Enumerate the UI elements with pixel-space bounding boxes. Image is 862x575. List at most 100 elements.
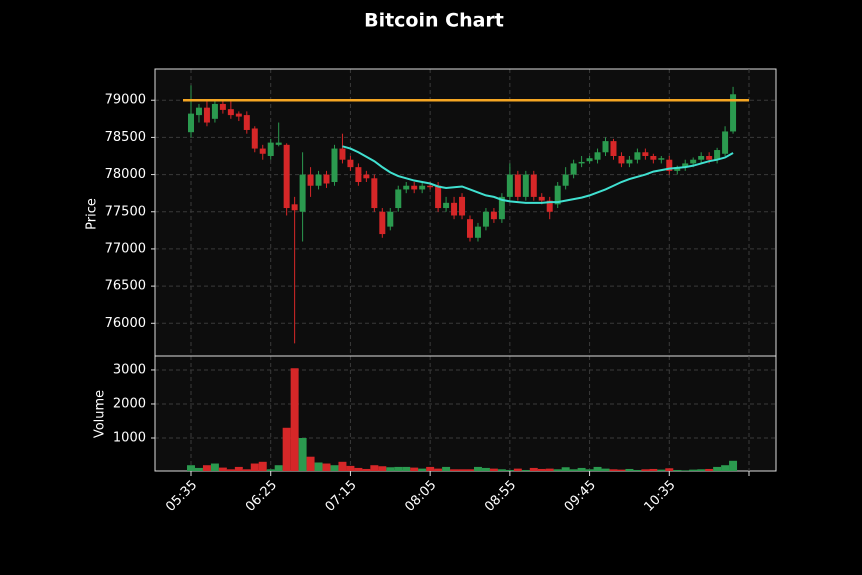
- volume-bar: [657, 469, 666, 471]
- volume-bar: [298, 437, 307, 471]
- candle-body: [722, 131, 729, 154]
- candle-body: [594, 152, 601, 160]
- candle-body: [706, 155, 713, 160]
- candle-body: [411, 185, 418, 190]
- volume-bar: [202, 465, 211, 471]
- x-tick-label: 08:05: [402, 478, 439, 515]
- candle-body: [251, 128, 258, 149]
- candle-body: [203, 107, 210, 123]
- volume-bar: [609, 469, 618, 471]
- volume-bar: [306, 456, 315, 471]
- x-tick-label: 05:35: [163, 478, 200, 515]
- volume-bar: [314, 462, 323, 471]
- candle-body: [586, 158, 593, 162]
- volume-bar: [473, 466, 482, 471]
- candle-body: [267, 142, 274, 156]
- volume-bar: [513, 468, 522, 471]
- candle-body: [443, 202, 450, 209]
- y-tick-label: 76500: [105, 279, 146, 294]
- candle-body: [259, 148, 266, 154]
- candle-body: [243, 115, 250, 130]
- candle-body: [714, 150, 721, 160]
- volume-bar: [641, 469, 650, 471]
- y-tick-label: 1000: [113, 430, 146, 445]
- y-tick-label: 77000: [105, 241, 146, 256]
- candle-body: [371, 178, 378, 209]
- candle-body: [634, 152, 641, 160]
- volume-bar: [649, 468, 658, 471]
- y-tick-label: 77500: [105, 204, 146, 219]
- candle-body: [227, 109, 234, 116]
- candle-body: [235, 113, 242, 117]
- volume-bar: [386, 467, 395, 471]
- volume-bar: [553, 469, 562, 471]
- candle-body: [195, 107, 202, 116]
- candle-body: [666, 159, 673, 171]
- candle-body: [570, 163, 577, 175]
- candle-body: [211, 103, 218, 119]
- volume-bar: [322, 463, 331, 471]
- volume-bar: [681, 470, 690, 471]
- volume-bar: [529, 467, 538, 471]
- volume-bar: [258, 461, 267, 471]
- x-tick-label: 07:15: [323, 478, 360, 515]
- volume-bar: [450, 469, 459, 471]
- y-tick-label: 76000: [105, 316, 146, 331]
- candle-body: [658, 158, 665, 160]
- candle-body: [618, 155, 625, 164]
- volume-bar: [378, 466, 387, 471]
- candle-body: [530, 174, 537, 197]
- volume-bar: [434, 468, 443, 471]
- candle-body: [387, 211, 394, 227]
- y-tick-label: 3000: [113, 362, 146, 377]
- volume-bar: [354, 467, 363, 471]
- volume-bar: [282, 427, 291, 471]
- candle-body: [363, 174, 370, 179]
- y-tick-label: 78000: [105, 167, 146, 182]
- candle-body: [698, 155, 705, 160]
- volume-axis-label: Volume: [93, 390, 108, 438]
- y-tick-label: 78500: [105, 130, 146, 145]
- volume-bar: [362, 468, 371, 471]
- candle-body: [506, 174, 513, 197]
- y-tick-label: 2000: [113, 396, 146, 411]
- volume-bar: [274, 465, 283, 471]
- candle-body: [650, 155, 657, 160]
- candle-body: [275, 142, 282, 145]
- volume-bar: [290, 368, 299, 471]
- volume-bar: [577, 467, 586, 471]
- volume-bar: [402, 466, 411, 471]
- moving-average: [342, 145, 734, 204]
- volume-bar: [689, 469, 698, 471]
- candle-body: [642, 152, 649, 156]
- volume-bar: [194, 467, 203, 471]
- volume-bar: [633, 469, 642, 471]
- candle-body: [538, 196, 545, 201]
- candle-body: [474, 226, 481, 238]
- candle-body: [188, 113, 194, 133]
- candle-body: [682, 163, 689, 168]
- candle-body: [578, 161, 585, 164]
- volume-bar: [410, 467, 419, 471]
- candle-body: [307, 174, 314, 186]
- x-tick-label: 10:35: [641, 478, 678, 515]
- volume-bar: [426, 466, 435, 471]
- volume-bar: [537, 468, 546, 471]
- candle-body: [554, 185, 561, 205]
- candle-body: [674, 167, 681, 171]
- candle-body: [451, 202, 458, 216]
- volume-bar: [370, 465, 379, 471]
- candle-body: [730, 94, 737, 132]
- volume-bar: [481, 467, 490, 471]
- candle-body: [514, 174, 521, 197]
- candle-body: [435, 185, 442, 209]
- candle-body: [610, 141, 617, 156]
- volume-bar: [697, 469, 706, 471]
- candle-body: [690, 159, 697, 164]
- candle-body: [490, 211, 497, 220]
- candle-body: [315, 174, 322, 186]
- volume-bar: [338, 461, 347, 471]
- volume-bar: [569, 469, 578, 471]
- volume-bar: [330, 465, 339, 471]
- candle-body: [339, 148, 346, 160]
